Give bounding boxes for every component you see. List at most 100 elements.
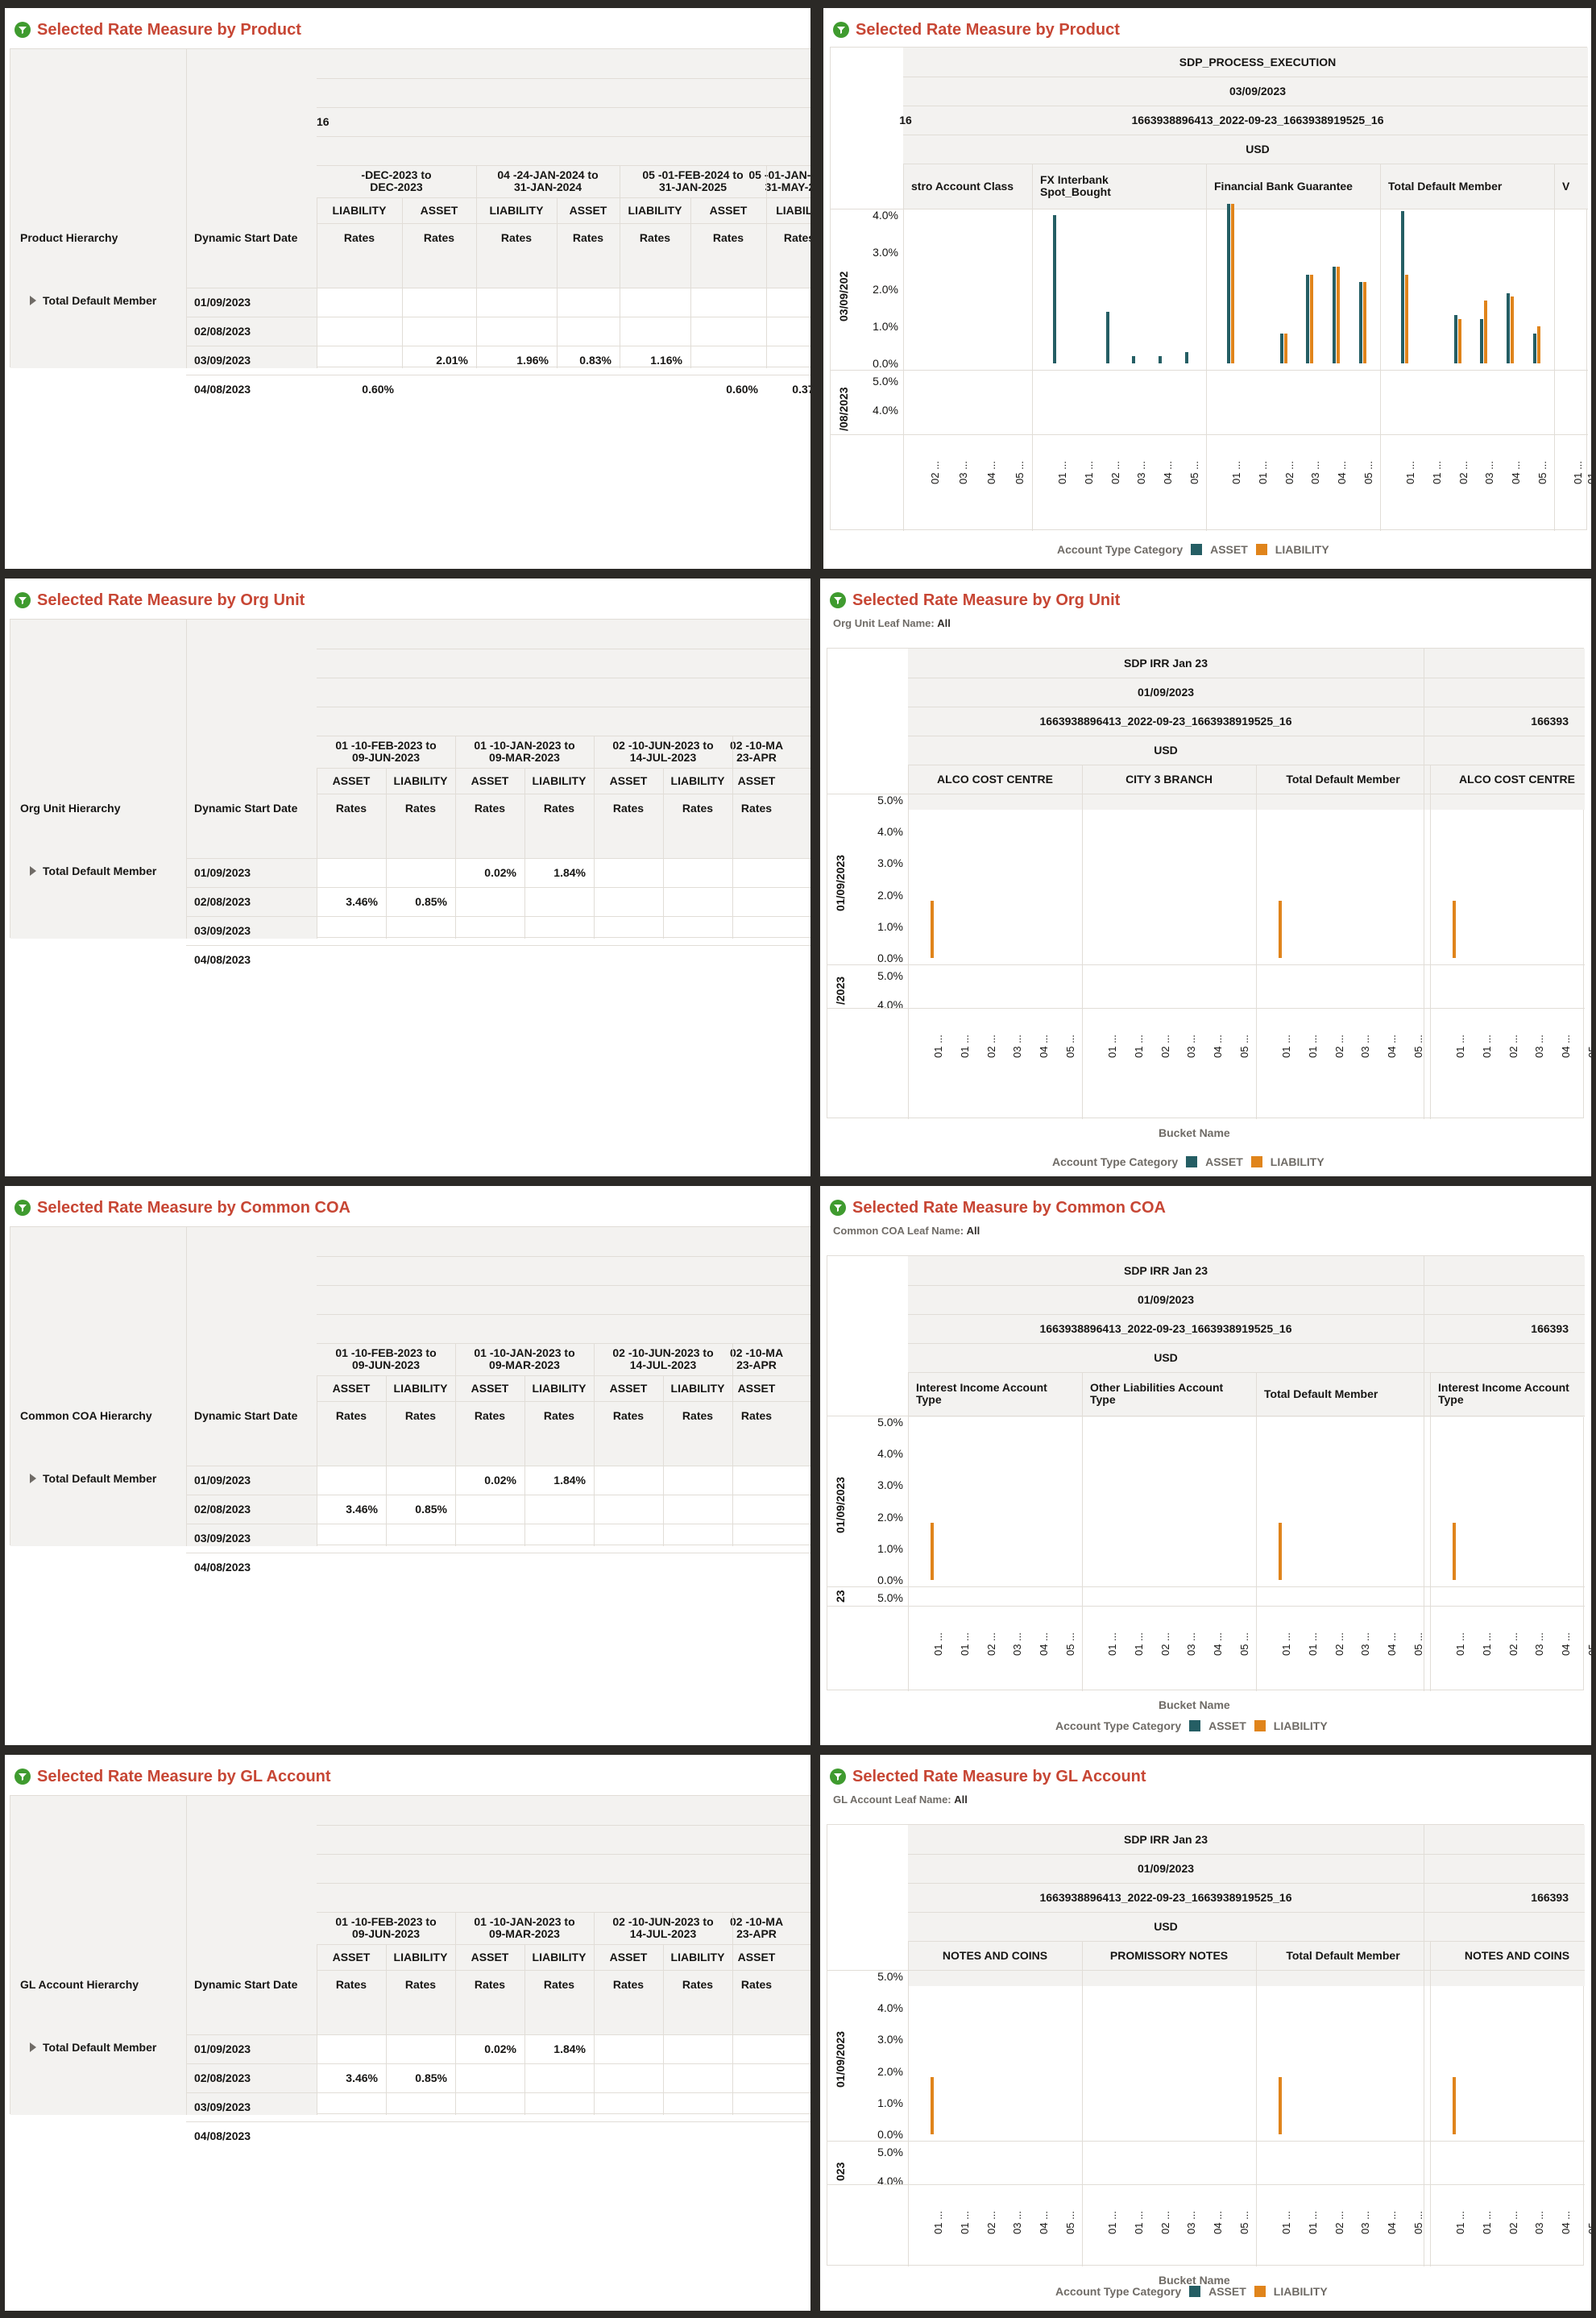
filter-icon[interactable] xyxy=(830,1769,846,1785)
liability-bar[interactable] xyxy=(1362,281,1366,363)
chart-header-label: SDP IRR Jan 23 xyxy=(1123,1832,1208,1846)
total-default-member-row[interactable]: Total Default Member xyxy=(30,1472,156,1485)
row-divider xyxy=(186,2121,810,2122)
asset-bar[interactable] xyxy=(1333,267,1336,363)
liability-swatch[interactable] xyxy=(1254,2286,1266,2297)
filter-icon[interactable] xyxy=(15,1200,31,1216)
asset-bar[interactable] xyxy=(1184,352,1188,363)
bucket-tick-label: 02 ... xyxy=(1159,2211,1171,2234)
liability-bar[interactable] xyxy=(1484,300,1488,363)
dimension-column-header: Other Liabilities Account Type xyxy=(1090,1381,1224,1406)
row-divider xyxy=(186,887,810,888)
asset-swatch[interactable] xyxy=(1189,2286,1201,2297)
expand-icon[interactable] xyxy=(30,866,36,876)
period-header: 02 -10-JUN-2023 to 14-JUL-2023 xyxy=(612,1915,714,1940)
date-row-label: 04/08/2023 xyxy=(194,383,251,396)
liability-swatch[interactable] xyxy=(1255,544,1267,555)
liability-bar[interactable] xyxy=(1279,901,1283,958)
filter-icon[interactable] xyxy=(830,592,846,608)
bucket-tick-label: 05 ... xyxy=(1586,1632,1591,1656)
bucket-tick-label: 02 ... xyxy=(1159,1632,1171,1656)
dimension-column-header: Total Default Member xyxy=(1388,179,1503,193)
rate-value: 1.84% xyxy=(553,866,586,879)
filter-icon[interactable] xyxy=(830,1200,846,1216)
liability-bar[interactable] xyxy=(931,2077,935,2134)
y-axis-tick: 3.0% xyxy=(873,246,898,259)
liability-bar[interactable] xyxy=(1453,901,1457,958)
liability-bar[interactable] xyxy=(1536,326,1540,363)
account-type-header: LIABILITY xyxy=(393,1381,448,1395)
bucket-tick-label: 03 ... xyxy=(1011,1035,1024,1058)
bucket-tick-label: 01 ... xyxy=(1481,2211,1493,2234)
asset-swatch[interactable] xyxy=(1189,1720,1201,1731)
col-divider xyxy=(766,197,767,368)
liability-bar[interactable] xyxy=(1231,204,1235,363)
liability-bar[interactable] xyxy=(1511,296,1514,363)
liability-bar[interactable] xyxy=(1405,274,1409,363)
asset-bar[interactable] xyxy=(1132,355,1136,363)
asset-bar[interactable] xyxy=(1053,215,1057,363)
legend-title: Account Type Category xyxy=(1057,543,1184,556)
expand-icon[interactable] xyxy=(30,2042,36,2052)
asset-bar[interactable] xyxy=(1105,311,1109,363)
liability-swatch[interactable] xyxy=(1250,1156,1262,1167)
asset-bar[interactable] xyxy=(1480,318,1484,363)
bucket-tick-label: 01 ... xyxy=(1404,461,1417,484)
liability-bar[interactable] xyxy=(1310,274,1314,363)
expand-icon[interactable] xyxy=(30,1474,36,1483)
liability-bar[interactable] xyxy=(1453,2077,1457,2134)
account-type-header: LIABILITY xyxy=(532,1381,587,1395)
total-default-member-row[interactable]: Total Default Member xyxy=(30,2041,156,2054)
y-axis-tick: 5.0% xyxy=(877,1591,903,1604)
liability-bar[interactable] xyxy=(1337,267,1340,363)
liability-bar[interactable] xyxy=(1283,334,1287,363)
col-divider xyxy=(524,1375,525,1546)
asset-swatch[interactable] xyxy=(1191,544,1203,555)
asset-bar[interactable] xyxy=(1401,211,1405,363)
rates-header: Rates xyxy=(543,1408,575,1422)
asset-bar[interactable] xyxy=(1507,292,1510,363)
total-default-member-row[interactable]: Total Default Member xyxy=(30,294,156,307)
row-edge-label: 01/09/2023 xyxy=(834,854,847,911)
expand-icon[interactable] xyxy=(30,296,36,305)
total-default-member-row[interactable]: Total Default Member xyxy=(30,865,156,877)
liability-bar[interactable] xyxy=(1453,1523,1457,1580)
chart-header-bg xyxy=(908,1256,1585,1417)
asset-bar[interactable] xyxy=(1306,274,1310,363)
liability-swatch[interactable] xyxy=(1254,1720,1266,1731)
filter-icon[interactable] xyxy=(15,592,31,608)
col-divider xyxy=(594,768,595,939)
liability-bar[interactable] xyxy=(1457,318,1461,363)
asset-bar[interactable] xyxy=(1453,315,1457,363)
row-labels-area xyxy=(10,2034,317,2115)
rates-header: Rates xyxy=(740,1408,773,1422)
date-row-label: 04/08/2023 xyxy=(194,953,251,966)
rates-header: Rates xyxy=(404,1977,437,1991)
filter-icon[interactable] xyxy=(833,22,849,38)
asset-bar[interactable] xyxy=(1279,334,1283,363)
filter-icon[interactable] xyxy=(15,1769,31,1785)
filter-icon[interactable] xyxy=(15,22,31,38)
liability-bar[interactable] xyxy=(931,1523,935,1580)
asset-bar[interactable] xyxy=(1532,334,1536,363)
rate-value: 0.85% xyxy=(415,2071,447,2084)
rate-value: 0.02% xyxy=(484,2042,516,2055)
date-row-label: 03/09/2023 xyxy=(194,1532,251,1545)
rates-header: Rates xyxy=(682,1977,714,1991)
row-labels-area xyxy=(10,1466,317,1546)
asset-bar[interactable] xyxy=(1227,204,1231,363)
liability-bar[interactable] xyxy=(1279,2077,1283,2134)
bucket-tick-label: 05 ... xyxy=(1586,1035,1591,1058)
col-divider xyxy=(1430,1372,1431,1691)
partial-header-text: 166393 xyxy=(1531,714,1569,728)
asset-bar[interactable] xyxy=(1358,281,1362,363)
row-divider xyxy=(186,916,810,917)
header-divider xyxy=(317,1883,810,1884)
liability-bar[interactable] xyxy=(1279,1523,1283,1580)
dimension-column-header: NOTES AND COINS xyxy=(942,1948,1048,1962)
asset-swatch[interactable] xyxy=(1186,1156,1198,1167)
col-divider xyxy=(1206,164,1207,531)
liability-bar[interactable] xyxy=(931,901,935,958)
header-divider xyxy=(317,1912,810,1913)
asset-bar[interactable] xyxy=(1159,355,1162,363)
